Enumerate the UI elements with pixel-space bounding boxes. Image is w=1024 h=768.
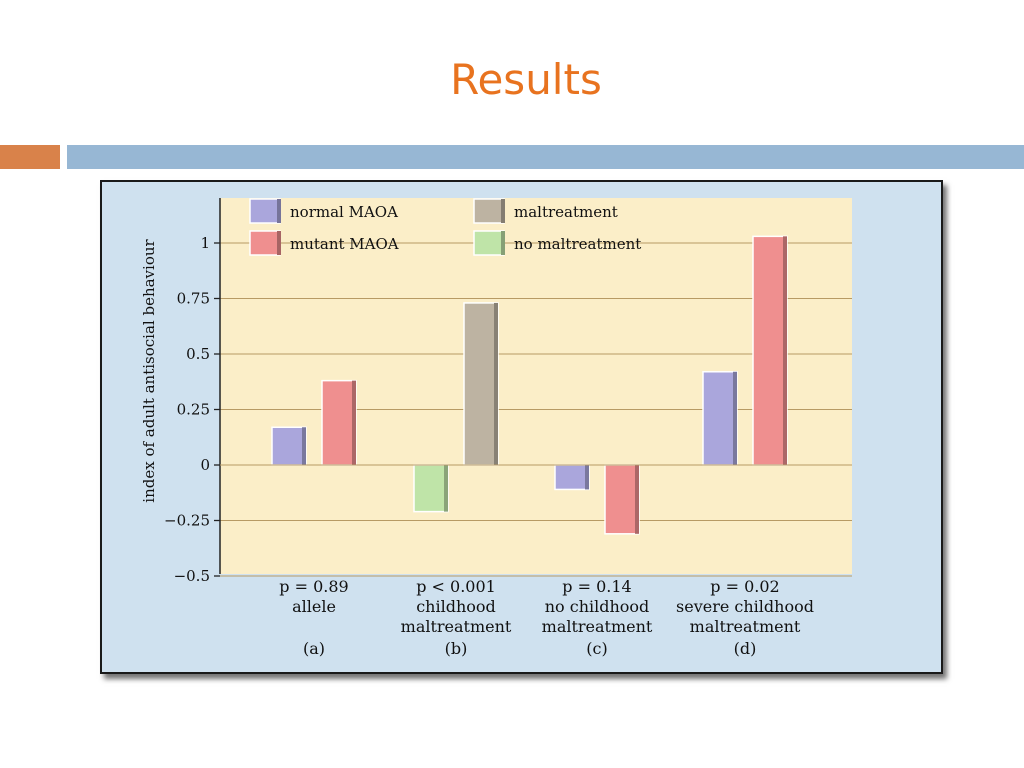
legend-swatch <box>473 198 505 224</box>
slide-title: Results <box>450 55 602 104</box>
title-underline-bar <box>67 145 1024 169</box>
y-tick-label: −0.25 <box>164 512 210 530</box>
bar <box>321 379 357 466</box>
legend-swatch <box>249 230 281 256</box>
y-tick-label: 0.75 <box>177 290 210 308</box>
group-letter: (a) <box>303 639 325 658</box>
bar <box>271 426 307 466</box>
bar-edge <box>635 465 639 534</box>
y-tick-label: 0.5 <box>186 345 210 363</box>
group-p-value: p < 0.001 <box>416 577 496 596</box>
legend-label: normal MAOA <box>290 203 398 221</box>
legend-label: mutant MAOA <box>290 235 399 253</box>
y-tick-label: 0.25 <box>177 401 210 419</box>
y-tick-label: 0 <box>200 456 210 474</box>
group-letter: (d) <box>734 639 757 658</box>
bar-edge <box>444 465 448 512</box>
bar-edge <box>352 380 356 465</box>
bar-edge <box>494 302 498 465</box>
title-accent-bar <box>0 145 60 169</box>
group-caption: maltreatment <box>401 617 512 636</box>
legend-swatch-edge <box>277 231 281 255</box>
figure-frame: −0.5 −0.25 0 0.25 0.5 0.75 1 index of adult ant… <box>100 180 943 674</box>
bar <box>463 302 499 466</box>
legend-label: no maltreatment <box>514 235 641 253</box>
group-caption: no childhood <box>545 597 650 616</box>
legend-swatch-edge <box>501 231 505 255</box>
bar-chart: −0.5 −0.25 0 0.25 0.5 0.75 1 index of adult ant… <box>140 198 852 658</box>
bar <box>604 464 640 535</box>
bar <box>554 464 590 491</box>
bar <box>702 371 738 466</box>
y-axis-label: index of adult antisocial behaviour <box>140 238 158 502</box>
group-caption: childhood <box>416 597 496 616</box>
legend-label: maltreatment <box>514 203 618 221</box>
group-caption: severe childhood <box>676 597 814 616</box>
bar <box>413 464 449 513</box>
legend-swatch <box>249 198 281 224</box>
group-letter: (c) <box>586 639 607 658</box>
group-p-value: p = 0.02 <box>710 577 779 596</box>
group-caption: maltreatment <box>542 617 653 636</box>
group-p-value: p = 0.89 <box>279 577 348 596</box>
legend-swatch-edge <box>277 199 281 223</box>
group-caption: maltreatment <box>690 617 801 636</box>
legend-swatch-edge <box>501 199 505 223</box>
group-letter: (b) <box>445 639 468 658</box>
bar-edge <box>585 465 589 490</box>
group-p-value: p = 0.14 <box>562 577 631 596</box>
bar-edge <box>783 236 787 465</box>
bar-edge <box>733 371 737 465</box>
bar <box>752 235 788 466</box>
legend-swatch <box>473 230 505 256</box>
y-tick-label: 1 <box>200 234 210 252</box>
group-caption: allele <box>292 597 336 616</box>
bar-edge <box>302 427 306 465</box>
y-tick-label: −0.5 <box>174 567 210 585</box>
